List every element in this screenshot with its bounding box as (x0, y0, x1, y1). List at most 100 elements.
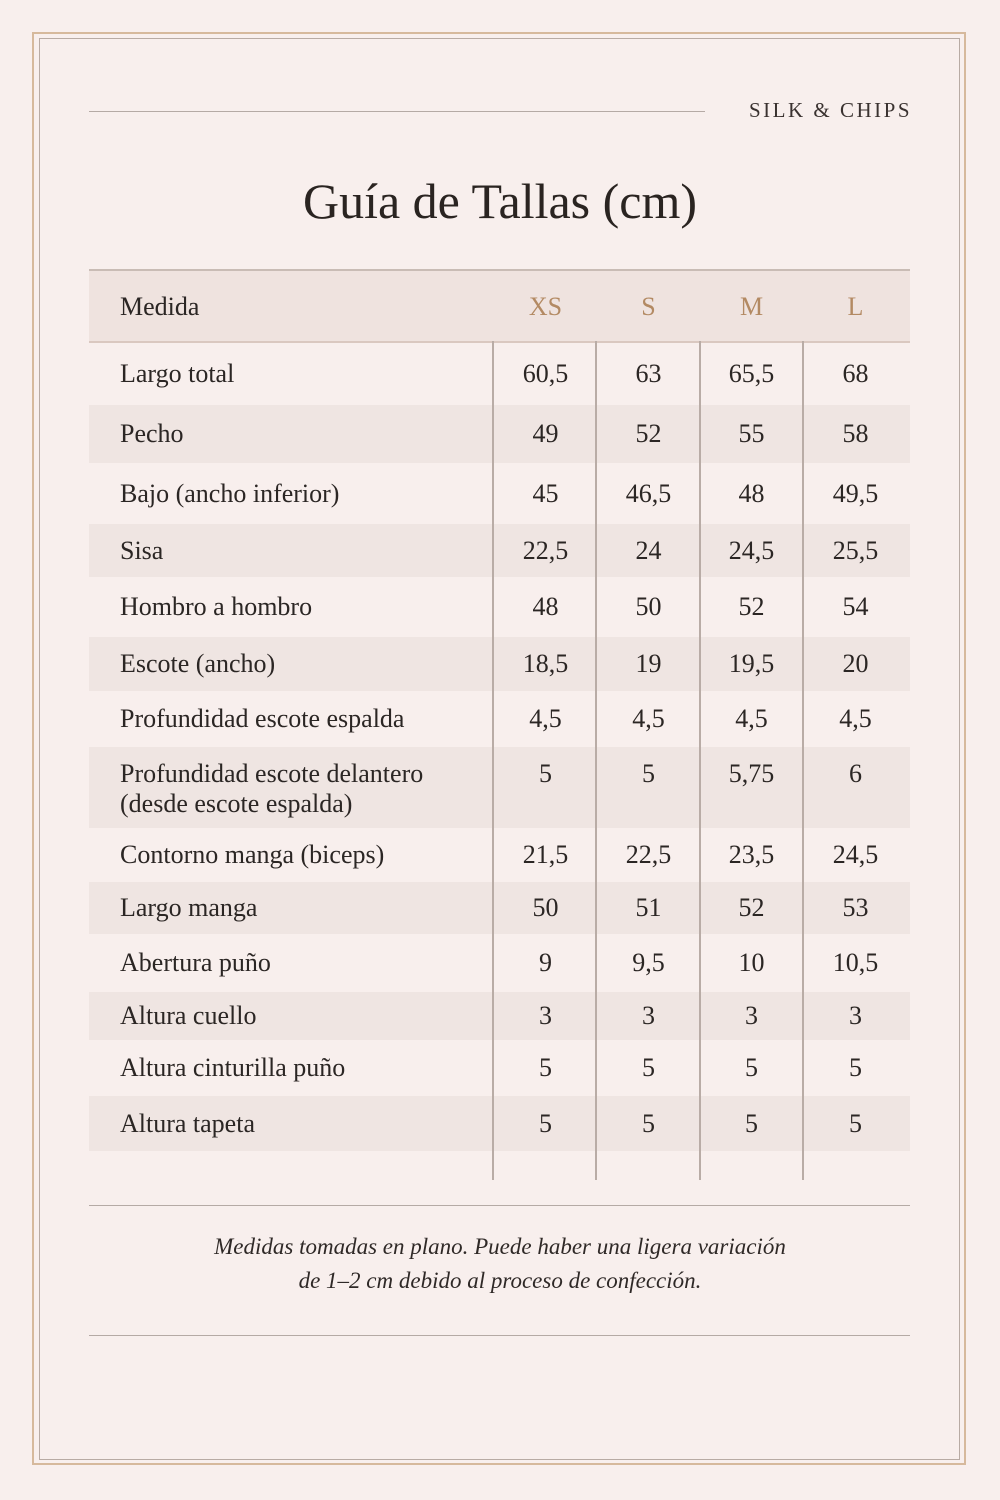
cell-l: 6 (849, 759, 862, 788)
brand-name: SILK & CHIPS (748, 98, 912, 122)
cell-s: 3 (642, 1001, 655, 1030)
cell-s: 46,5 (625, 478, 672, 508)
header-s: S (641, 292, 656, 321)
footer-note: Medidas tomadas en plano. Puede haber un… (0, 1230, 1000, 1298)
cell-m: 52 (738, 592, 765, 621)
cell-m: 65,5 (728, 359, 775, 388)
outer-frame (32, 32, 966, 1465)
cell-xs: 50 (532, 893, 559, 922)
cell-m: 5 (745, 1108, 758, 1138)
cell-m: 10 (738, 948, 765, 977)
cell-xs: 48 (532, 592, 559, 621)
row-label-line2: (desde escote espalda) (120, 789, 353, 818)
cell-xs: 5 (539, 759, 552, 788)
cell-l: 10,5 (832, 948, 879, 977)
cell-l: 68 (842, 359, 869, 388)
header-measure: Medida (120, 292, 200, 321)
row-label: Altura cinturilla puño (120, 1053, 346, 1082)
row-label: Largo total (120, 359, 235, 388)
cell-xs: 5 (539, 1053, 552, 1082)
cell-l: 5 (849, 1053, 862, 1082)
cell-xs: 4,5 (529, 704, 562, 733)
row-label: Profundidad escote espalda (120, 704, 405, 733)
row-label: Hombro a hombro (120, 592, 313, 621)
cell-m: 5 (745, 1053, 758, 1082)
row-label: Largo manga (120, 893, 258, 922)
cell-xs: 18,5 (522, 649, 569, 678)
cell-s: 50 (635, 592, 662, 621)
row-label: Bajo (ancho inferior) (120, 478, 340, 508)
cell-m: 55 (738, 419, 765, 448)
cell-s: 19 (635, 649, 662, 678)
size-table: Medida XS S M L Largo total 60,5 6 3 65,5 68 P… (89, 269, 910, 1151)
column-divider (802, 341, 804, 1180)
page-title: Guía de Tallas (cm) (302, 173, 698, 229)
row-label: Profundidad escote delantero (desde escot… (120, 759, 423, 819)
footer-note-line2: de 1–2 cm debido al proceso de confecció… (298, 1268, 702, 1293)
table-row: Altura cuello 3 3 3 3 (89, 992, 910, 1040)
row-label: Escote (ancho) (120, 649, 276, 678)
header-xs: XS (528, 292, 563, 321)
cell-m: 4,5 (735, 704, 768, 733)
cell-l: 54 (842, 592, 869, 621)
row-label: Pecho (120, 419, 184, 448)
cell-s: 22,5 (625, 840, 672, 869)
cell-s: 4,5 (632, 704, 665, 733)
cell-xs: 5 (539, 1108, 552, 1138)
cell-l: 3 (849, 1001, 862, 1030)
header-m: M (739, 292, 764, 321)
cell-s: 5 (642, 1053, 655, 1082)
cell-m: 52 (738, 893, 765, 922)
cell-m: 23,5 (728, 840, 775, 869)
table-row: Abertura puño 9 9,5 10 10,5 (89, 934, 910, 992)
cell-s: 5 (642, 759, 655, 788)
column-divider (699, 341, 701, 1180)
table-row: Contorno manga (biceps) 21,5 22,5 23,5 24,5 (89, 828, 910, 882)
column-divider (595, 341, 597, 1180)
row-label: Altura cuello (120, 1001, 257, 1030)
row-label-line1: Profundidad escote delantero (120, 759, 424, 788)
cell-s: 24 (635, 535, 662, 565)
cell-xs: 49 (532, 419, 559, 448)
cell-s: 9,5 (632, 948, 665, 977)
brand-divider (89, 111, 705, 112)
table-row: Altura tapeta 5 5 5 5 (89, 1096, 910, 1151)
cell-l: 5 (849, 1108, 862, 1138)
cell-xs: 21,5 (522, 840, 569, 869)
cell-l: 49,5 (832, 478, 879, 508)
cell-xs: 22,5 (522, 535, 569, 565)
cell-m: 24,5 (728, 535, 775, 565)
table-body: Largo total 60,5 63 65,5 68 Pecho 49 52 55 58 Bajo… (89, 343, 910, 1151)
table-row: Profundidad escote espalda 4,5 4,5 4,5 4,5 (89, 691, 910, 747)
row-label: Altura tapeta (120, 1108, 255, 1138)
table-row: Escote (ancho) 18,5 19 19,5 20 (89, 637, 910, 691)
cell-l: 4,5 (839, 704, 872, 733)
footer-divider-bottom (89, 1335, 910, 1336)
cell-l: 53 (842, 893, 869, 922)
footer-note-line1: Medidas tomadas en plano. Puede haber un… (214, 1234, 786, 1259)
row-label: Sisa (120, 535, 164, 565)
table-row: Largo manga 50 51 52 53 (89, 882, 910, 934)
table-header: Medida XS S M L (89, 269, 910, 343)
cell-xs: 45 (532, 478, 559, 508)
table-row: Profundidad escote delantero (desde escot… (89, 747, 910, 828)
cell-s: 51 (635, 893, 662, 922)
cell-m: 19,5 (728, 649, 775, 678)
cell-xs: 9 (539, 948, 552, 977)
table-row: Pecho 49 52 55 58 (89, 405, 910, 463)
cell-xs: 3 (539, 1001, 552, 1030)
row-label: Contorno manga (biceps) (120, 840, 385, 869)
table-row: Hombro a hombro 48 50 52 54 (89, 577, 910, 637)
cell-l: 25,5 (832, 535, 879, 565)
footer-divider-top (89, 1205, 910, 1206)
inner-frame (39, 38, 960, 1460)
table-row: Bajo (ancho inferior) 45 46,5 48 49,5 (89, 463, 910, 524)
cell-s: 5 (642, 1108, 655, 1138)
cell-s: 52 (635, 419, 662, 448)
cell-xs: 60,5 (522, 359, 569, 388)
header-l: L (847, 292, 864, 321)
cell-m: 48 (738, 478, 765, 508)
table-row: Largo total 60,5 63 65,5 68 (89, 343, 910, 405)
cell-l: 20 (842, 649, 869, 678)
table-row: Altura cinturilla puño 5 5 5 5 (89, 1040, 910, 1096)
